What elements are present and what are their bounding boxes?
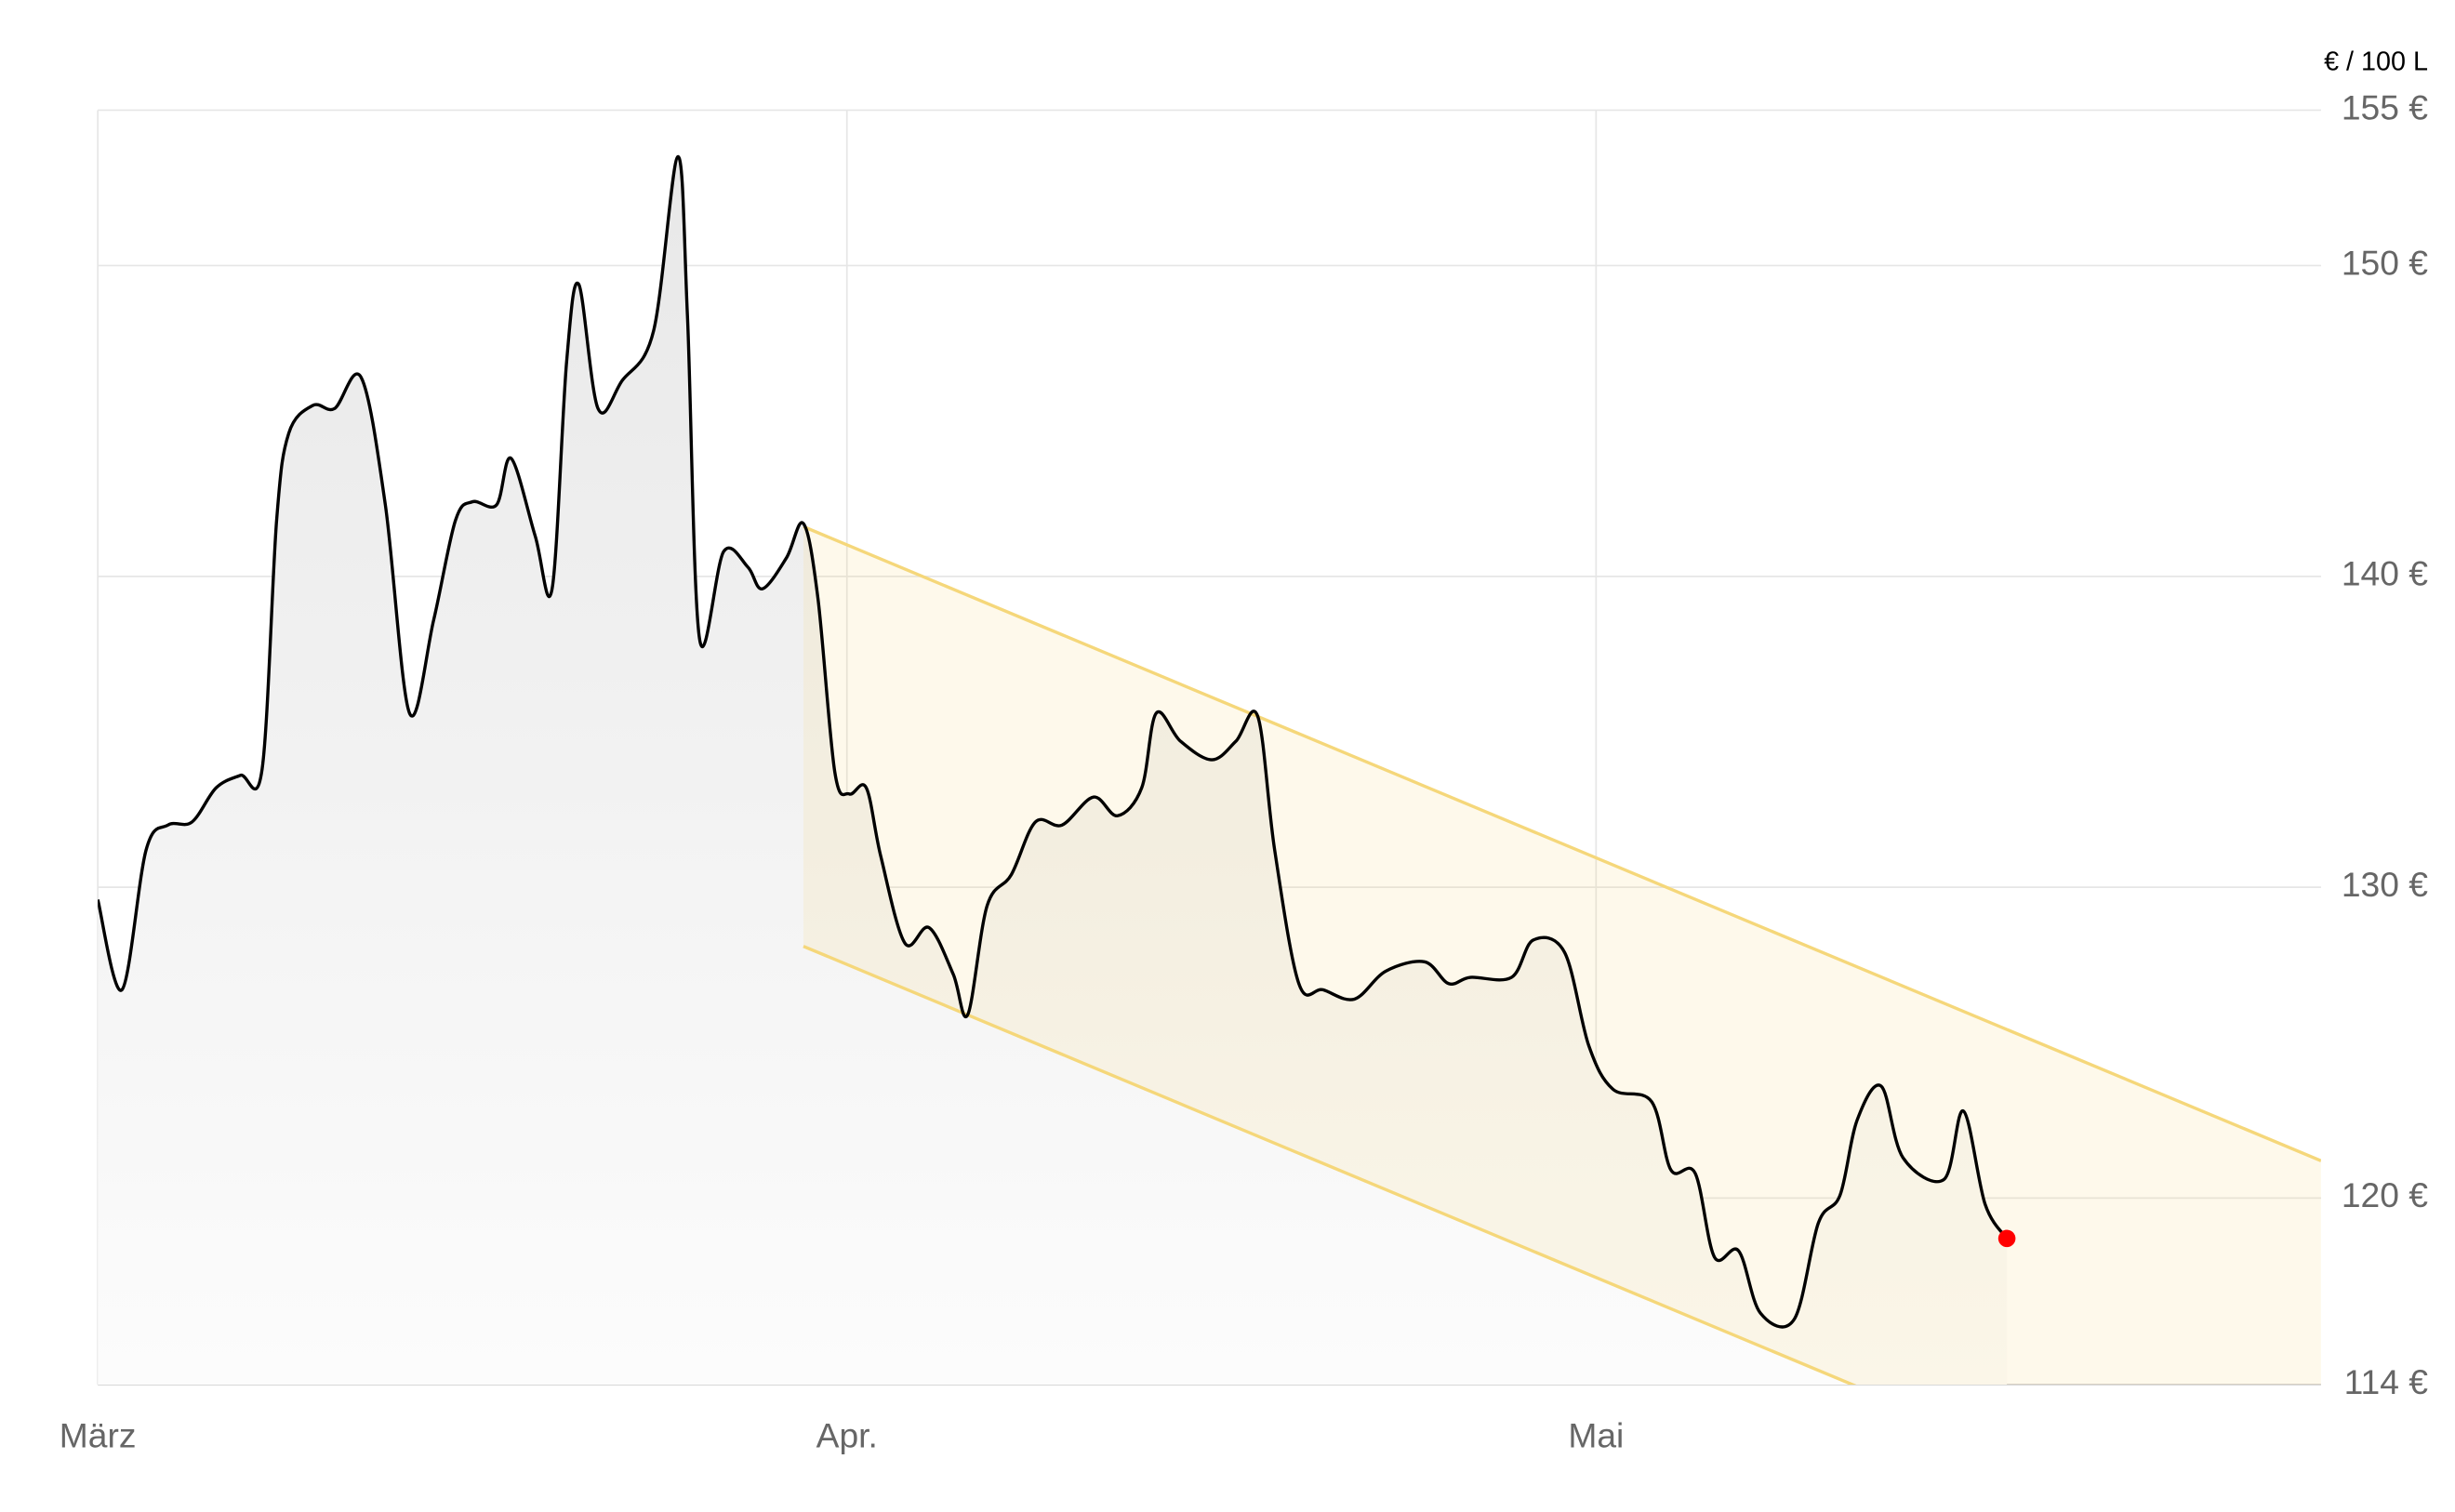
area	[98, 156, 2008, 1385]
channel-lower	[803, 945, 1857, 1385]
x-tick-label: Mai	[1568, 1415, 1624, 1454]
y-tick-label: 114 €	[2344, 1362, 2429, 1401]
last-point	[1997, 1229, 2016, 1248]
x-tick-label: März	[60, 1415, 137, 1454]
y-tick-label: 155 €	[2342, 87, 2428, 126]
plot-area	[98, 154, 2321, 1385]
unit-label: € / 100 L	[2324, 46, 2428, 76]
x-tick-label: Apr.	[816, 1415, 878, 1454]
price-line	[98, 154, 2009, 1329]
y-tick-label: 130 €	[2342, 865, 2428, 904]
y-tick-label: 150 €	[2342, 243, 2428, 282]
channel-upper	[803, 524, 2321, 1162]
y-tick-label: 140 €	[2342, 554, 2428, 593]
y-tick-label: 120 €	[2342, 1175, 2428, 1214]
